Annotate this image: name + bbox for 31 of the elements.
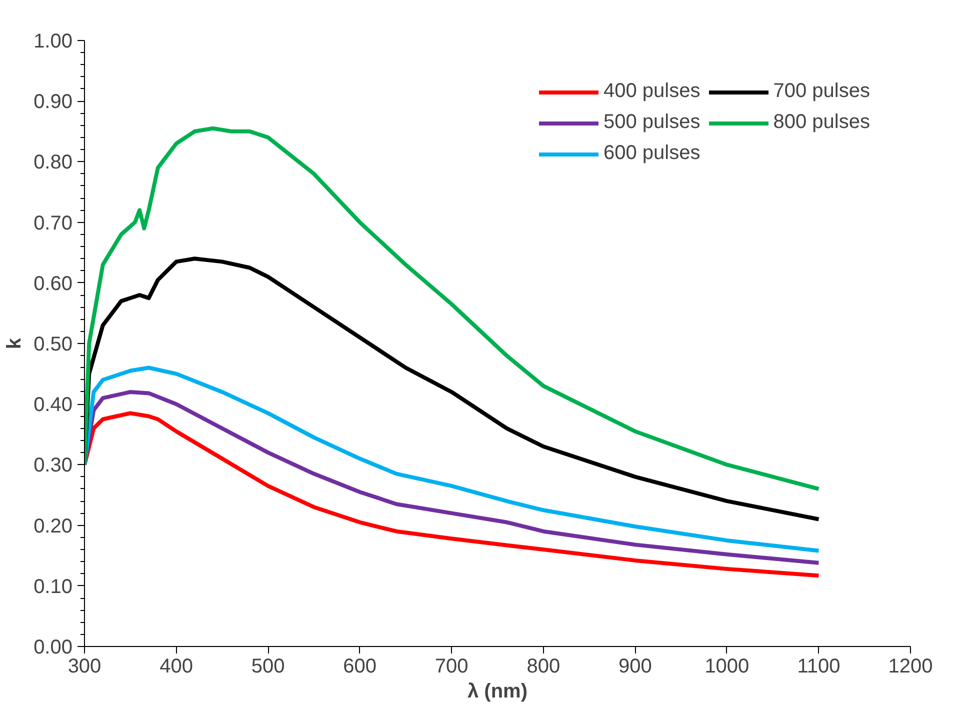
- x-tick-label: 500: [251, 656, 285, 678]
- x-axis-title: λ (nm): [468, 680, 528, 702]
- line-series: [84, 366, 821, 553]
- y-tick-label: 0.80: [34, 152, 73, 174]
- x-tick-label: 400: [160, 656, 193, 678]
- y-tick-label: 0.50: [34, 334, 73, 356]
- x-tick-label: 900: [618, 656, 652, 678]
- legend-label: 800 pulses: [773, 111, 870, 134]
- x-tick-label: 1000: [704, 656, 750, 678]
- line-series: [84, 411, 821, 578]
- y-tick-label: 1.00: [34, 30, 73, 52]
- y-tick-label: 0.30: [34, 454, 73, 477]
- y-tick-label: 0.70: [34, 212, 73, 234]
- y-tick-label: 0.90: [34, 91, 73, 114]
- line-series: [84, 390, 821, 565]
- legend-label: 600 pulses: [604, 142, 700, 165]
- y-tick-label: 0.40: [34, 394, 73, 416]
- x-tick-label: 700: [434, 656, 468, 678]
- x-tick-label: 1200: [888, 656, 933, 678]
- x-tick-label: 600: [343, 656, 377, 678]
- y-axis-title: k: [4, 337, 26, 350]
- legend-label: 400 pulses: [604, 80, 700, 103]
- legend-label: 500 pulses: [604, 111, 700, 134]
- y-tick-label: 0.00: [34, 636, 73, 658]
- x-tick-label: 800: [526, 656, 560, 678]
- y-tick-label: 0.10: [34, 576, 73, 598]
- y-tick-label: 0.20: [34, 515, 73, 538]
- x-tick-label: 300: [68, 656, 102, 678]
- x-tick-label: 1100: [797, 656, 840, 678]
- legend-label: 700 pulses: [773, 80, 870, 103]
- y-tick-label: 0.60: [34, 272, 73, 295]
